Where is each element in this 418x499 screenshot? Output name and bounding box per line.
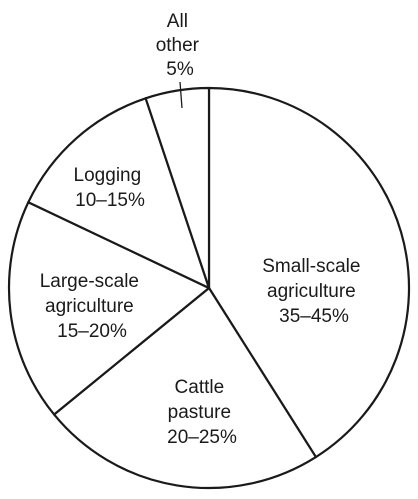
slice-labels: Small-scale agriculture 35–45% Cattle pa… xyxy=(40,11,365,448)
label-large-scale-agriculture: Large-scale agriculture 15–20% xyxy=(40,271,145,342)
leader-line-all-other xyxy=(179,81,183,109)
label-all-other: All other 5% xyxy=(156,11,205,80)
pie-slice-logging xyxy=(27,97,211,290)
pie-slice-small-scale-agriculture xyxy=(207,86,411,459)
pie-slice-cattle-pasture xyxy=(52,286,317,490)
label-logging: Logging 10–15% xyxy=(74,165,147,211)
pie-slice-all-other xyxy=(144,86,211,290)
label-cattle-pasture: Cattle pasture 20–25% xyxy=(167,377,237,448)
pie-slice-large-scale-agriculture xyxy=(7,201,211,416)
leader-lines xyxy=(179,81,183,109)
pie-slices xyxy=(7,86,411,490)
label-small-scale-agriculture: Small-scale agriculture 35–45% xyxy=(262,256,365,327)
